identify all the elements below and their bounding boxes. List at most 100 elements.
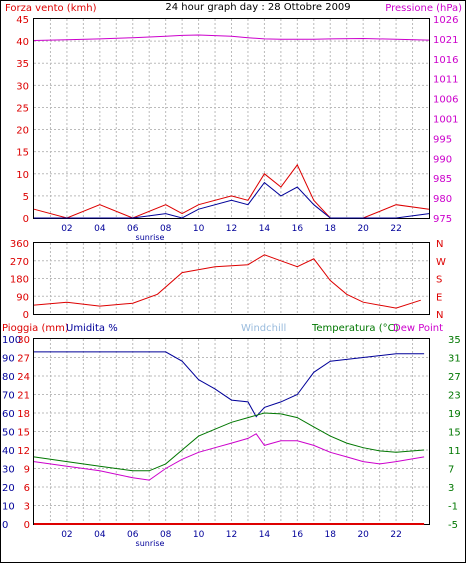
y-tick-label: 30 bbox=[17, 335, 30, 346]
y-tick-label: 975 bbox=[433, 214, 452, 225]
lower-panel-grid bbox=[34, 339, 429, 524]
y-tick-label: 35 bbox=[448, 335, 461, 346]
x-tick-label: 22 bbox=[390, 224, 401, 234]
x-tick-label: 14 bbox=[259, 224, 271, 234]
y-tick-label: 50 bbox=[2, 428, 15, 439]
y-tick-label: 15 bbox=[17, 428, 30, 439]
y-tick-label: 0 bbox=[23, 214, 29, 225]
wind-panel-axes: 0510152025303540459759809859909951001100… bbox=[16, 15, 458, 234]
y-tick-label: 1001 bbox=[433, 115, 458, 126]
x-tick-label: 02 bbox=[61, 530, 72, 540]
y-tick-label: 40 bbox=[16, 37, 29, 48]
y-tick-label: 20 bbox=[16, 126, 29, 137]
y-tick-label: 6 bbox=[24, 483, 30, 494]
x-tick-label: 16 bbox=[292, 530, 304, 540]
y-tick-label: 30 bbox=[2, 465, 15, 476]
y-tick-label: 1026 bbox=[433, 15, 458, 26]
y-tick-label: 60 bbox=[2, 409, 15, 420]
lower-panel-axes: 0102030405060708090100036912151821242730… bbox=[2, 335, 461, 540]
y-tick-label: 180 bbox=[10, 275, 29, 286]
x-tick-label: 06 bbox=[127, 530, 139, 540]
y-tick-label: 30 bbox=[16, 81, 29, 92]
y-tick-label: 270 bbox=[10, 257, 29, 268]
y-tick-label: 12 bbox=[17, 446, 30, 457]
series-layer bbox=[33, 34, 430, 525]
y-tick-label: 100 bbox=[2, 335, 21, 346]
y-tick-label: 20 bbox=[2, 483, 15, 494]
humidity-line bbox=[34, 351, 425, 418]
y-tick-label: 45 bbox=[16, 15, 29, 26]
y-tick-label: 10 bbox=[16, 170, 29, 181]
wind-gust-line bbox=[34, 181, 430, 219]
y-tick-label: 0 bbox=[23, 310, 29, 321]
wind-axis-title: Forza vento (kmh) bbox=[5, 3, 97, 14]
y-tick-label: 31 bbox=[448, 354, 461, 365]
pressure-axis-title: Pressione (hPa) bbox=[385, 3, 462, 14]
compass-label: N bbox=[436, 239, 443, 250]
y-tick-label: -5 bbox=[448, 520, 458, 531]
x-tick-label: 16 bbox=[292, 224, 304, 234]
y-tick-label: 15 bbox=[16, 148, 29, 159]
dewpoint-axis-title: Dew Point bbox=[393, 323, 443, 334]
windchill-axis-title: Windchill bbox=[241, 323, 286, 334]
y-tick-label: 9 bbox=[24, 465, 30, 476]
sunrise-label-bottom: sunrise bbox=[136, 539, 165, 548]
x-tick-label: 06 bbox=[127, 224, 139, 234]
x-tick-label: 10 bbox=[193, 530, 205, 540]
rain-axis-title: Pioggia (mm) bbox=[2, 323, 69, 334]
sunrise-label-top: sunrise bbox=[136, 233, 165, 242]
wind-panel-grid bbox=[34, 19, 429, 218]
x-tick-label: 08 bbox=[160, 530, 172, 540]
x-tick-label: 08 bbox=[160, 224, 172, 234]
y-tick-label: 90 bbox=[2, 354, 15, 365]
y-tick-label: 10 bbox=[2, 502, 15, 513]
x-tick-label: 12 bbox=[226, 224, 237, 234]
y-tick-label: -1 bbox=[448, 502, 458, 513]
y-tick-label: 27 bbox=[17, 354, 30, 365]
x-tick-label: 18 bbox=[325, 530, 337, 540]
compass-label: N bbox=[436, 310, 443, 321]
y-tick-label: 1016 bbox=[433, 55, 458, 66]
wind-panel-frame bbox=[33, 18, 430, 219]
y-tick-label: 1011 bbox=[433, 75, 458, 86]
y-tick-label: 70 bbox=[2, 391, 15, 402]
y-tick-label: 25 bbox=[16, 103, 29, 114]
y-tick-label: 5 bbox=[23, 192, 29, 203]
direction-panel-grid bbox=[34, 243, 429, 314]
x-tick-label: 12 bbox=[226, 530, 237, 540]
x-tick-label: 02 bbox=[61, 224, 72, 234]
y-tick-label: 7 bbox=[448, 465, 454, 476]
y-tick-label: 80 bbox=[2, 372, 15, 383]
y-tick-label: 3 bbox=[24, 502, 30, 513]
y-tick-label: 980 bbox=[433, 194, 452, 205]
x-tick-label: 04 bbox=[94, 224, 106, 234]
y-tick-label: 0 bbox=[24, 520, 30, 531]
y-tick-label: 27 bbox=[448, 372, 461, 383]
x-tick-label: 04 bbox=[94, 530, 106, 540]
y-tick-label: 995 bbox=[433, 134, 452, 145]
x-tick-label: 20 bbox=[357, 224, 369, 234]
x-tick-label: 10 bbox=[193, 224, 205, 234]
y-tick-label: 21 bbox=[17, 391, 30, 402]
compass-label: S bbox=[436, 275, 442, 286]
y-tick-label: 11 bbox=[448, 446, 461, 457]
y-tick-label: 1021 bbox=[433, 35, 458, 46]
temperature-axis-title: Temperatura (°C) bbox=[311, 323, 399, 334]
y-tick-label: 1006 bbox=[433, 95, 458, 106]
x-tick-label: 14 bbox=[259, 530, 271, 540]
y-tick-label: 3 bbox=[448, 483, 454, 494]
humidity-axis-title: Umidita % bbox=[66, 323, 118, 334]
x-tick-label: 20 bbox=[357, 530, 369, 540]
pressure-line bbox=[33, 34, 430, 41]
compass-label: W bbox=[436, 257, 446, 268]
y-tick-label: 35 bbox=[16, 59, 29, 70]
wind-direction-line bbox=[33, 254, 421, 309]
compass-label: E bbox=[436, 292, 442, 303]
y-tick-label: 24 bbox=[17, 372, 30, 383]
y-tick-label: 360 bbox=[10, 239, 29, 250]
direction-panel-frame bbox=[33, 242, 430, 315]
x-tick-label: 22 bbox=[390, 530, 401, 540]
y-tick-label: 0 bbox=[2, 520, 8, 531]
